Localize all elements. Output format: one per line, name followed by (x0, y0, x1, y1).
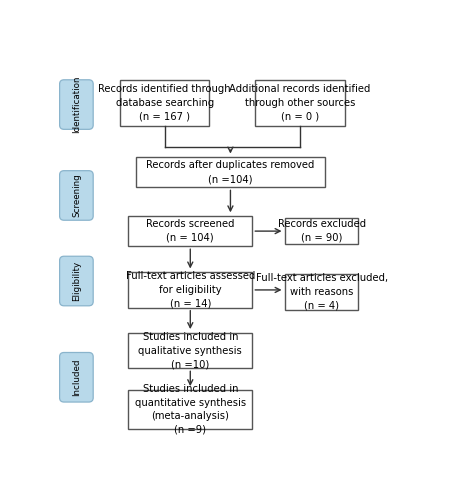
Text: Full-text articles assessed
for eligibility
(n = 14): Full-text articles assessed for eligibil… (126, 272, 255, 308)
Text: Additional records identified
through other sources
(n = 0 ): Additional records identified through ot… (229, 84, 371, 122)
Text: Full-text articles excluded,
with reasons
(n = 4): Full-text articles excluded, with reason… (256, 273, 388, 310)
Text: Included: Included (72, 358, 81, 396)
Text: Records excluded
(n = 90): Records excluded (n = 90) (277, 220, 366, 243)
Text: Screening: Screening (72, 174, 81, 218)
Text: Records screened
(n = 104): Records screened (n = 104) (146, 220, 235, 243)
FancyBboxPatch shape (285, 218, 358, 244)
FancyBboxPatch shape (255, 80, 344, 126)
FancyBboxPatch shape (128, 272, 252, 308)
FancyBboxPatch shape (285, 274, 358, 310)
Text: Studies included in
qualitative synthesis
(n =10): Studies included in qualitative synthesi… (138, 332, 242, 369)
Text: Eligibility: Eligibility (72, 261, 81, 301)
Text: Studies included in
quantitative synthesis
(meta-analysis)
(n =9): Studies included in quantitative synthes… (135, 384, 246, 435)
FancyBboxPatch shape (60, 80, 93, 130)
FancyBboxPatch shape (60, 352, 93, 402)
FancyBboxPatch shape (60, 170, 93, 220)
Text: Identification: Identification (72, 76, 81, 134)
FancyBboxPatch shape (128, 332, 252, 368)
Text: Records after duplicates removed
(n =104): Records after duplicates removed (n =104… (146, 160, 315, 184)
FancyBboxPatch shape (128, 390, 252, 429)
FancyBboxPatch shape (120, 80, 210, 126)
Text: Records identified through
database searching
(n = 167 ): Records identified through database sear… (98, 84, 231, 122)
FancyBboxPatch shape (128, 216, 252, 246)
FancyBboxPatch shape (136, 157, 325, 188)
FancyBboxPatch shape (60, 256, 93, 306)
